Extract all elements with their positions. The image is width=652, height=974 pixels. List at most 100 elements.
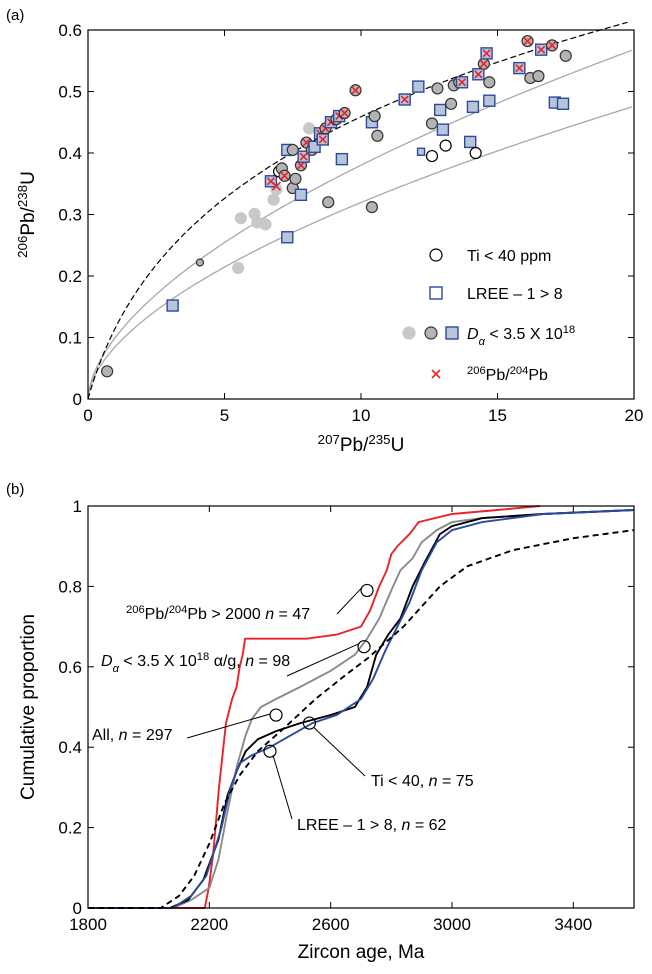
- y-tick-label: 0.8: [58, 577, 82, 596]
- x-tick-label: 2600: [312, 915, 350, 934]
- data-point-cross: [548, 41, 557, 50]
- data-point-cross: [537, 45, 546, 54]
- annotation-marker-circle: [263, 744, 277, 758]
- data-point-square: [483, 94, 496, 107]
- x-axis-label: Zircon age, Ma: [298, 942, 425, 963]
- data-point-gray-circle: [368, 109, 381, 123]
- data-point-gray-circle: [483, 76, 496, 89]
- data-point-square: [166, 299, 179, 312]
- data-point-cross: [515, 64, 524, 73]
- data-point-square: [433, 103, 447, 117]
- panel-label-b: (b): [6, 481, 24, 498]
- annotation-leader-line: [313, 726, 366, 777]
- y-axis-label: 206Pb/238U: [15, 171, 40, 258]
- series-line-gray: [88, 509, 635, 909]
- data-point-gray-circle: [431, 82, 444, 95]
- data-point-square: [556, 97, 570, 111]
- y-tick-label: 0: [73, 899, 82, 918]
- y-tick-label: 0.5: [58, 83, 82, 102]
- y-tick-label: 0.4: [58, 144, 82, 163]
- data-point-cross: [351, 86, 360, 95]
- data-point-square: [466, 100, 480, 114]
- data-point-gray-circle: [322, 196, 335, 209]
- series-line-red: [88, 505, 541, 909]
- x-axis-label: 207Pb/235U: [318, 432, 405, 457]
- annotation-marker-circle: [360, 583, 374, 598]
- y-tick-label: 0.6: [58, 658, 82, 677]
- data-point-gray-circle: [365, 201, 379, 214]
- legend-label-dalpha: Dα < 3.5 X 1018: [467, 324, 575, 348]
- data-point-cross: [400, 95, 409, 104]
- y-axis-label: Cumulative proportion: [18, 614, 39, 800]
- panel-a-chart: 0 5 10 15 20 0 0.1 0.2 0.3 0.4 0.5 0.6 207Pb/235U 206…: [15, 21, 644, 456]
- y-tick-label: 0.2: [58, 819, 82, 838]
- data-point-gray-circle: [425, 117, 439, 130]
- data-point-gray-circle: [532, 70, 545, 83]
- legend-marker-open-circle: [429, 248, 443, 262]
- series-line-blue: [88, 509, 635, 909]
- y-tick-label: 0.4: [58, 738, 82, 757]
- data-point-cross: [479, 59, 488, 68]
- data-point-square: [294, 188, 308, 202]
- data-point-gray-circle: [101, 365, 114, 378]
- legend-label-lree: LREE – 1 > 8: [467, 286, 563, 303]
- annotation-label-red: 206Pb/204Pb > 2000 n = 47: [126, 604, 310, 623]
- data-point-open-circle: [469, 146, 482, 160]
- x-tick-label: 3400: [554, 915, 592, 934]
- envelope-upper-curve: [87, 49, 633, 393]
- data-point-light-circle: [232, 261, 245, 275]
- y-tick-label: 0.1: [58, 329, 82, 348]
- data-point-square: [308, 140, 321, 154]
- data-point-square: [281, 231, 294, 244]
- data-point-cross: [271, 181, 281, 191]
- data-point-cross: [296, 161, 306, 170]
- annotation-leader-line: [186, 713, 271, 739]
- data-point-cross: [280, 171, 289, 180]
- y-tick-label: 0.6: [58, 21, 82, 40]
- annotation-marker-circle: [357, 640, 371, 654]
- data-point-cross: [266, 177, 275, 186]
- y-tick-label: 0.2: [58, 267, 82, 286]
- x-tick-label: 3000: [433, 915, 471, 934]
- data-point-cross: [482, 49, 491, 58]
- data-point-gray-circle: [371, 129, 384, 142]
- data-point-light-circle: [303, 122, 316, 135]
- data-point-gray-circle: [289, 172, 302, 185]
- y-tick-label: 1: [73, 497, 82, 516]
- data-point-square: [412, 80, 425, 93]
- data-point-cross: [523, 37, 532, 46]
- annotation-leader-line: [286, 643, 360, 677]
- x-tick-label: 10: [352, 406, 371, 425]
- envelope-lower-curve: [87, 106, 632, 394]
- x-tick-label: 15: [488, 406, 507, 425]
- legend-label-pb: 206Pb/204Pb: [467, 365, 548, 384]
- data-point-gray-circle: [444, 97, 458, 110]
- data-point-gray-circle: [195, 258, 205, 267]
- annotation-leader-line: [272, 755, 293, 820]
- data-point-gray-circle: [559, 49, 572, 62]
- annotation-label-black: Ti < 40, n = 75: [371, 773, 474, 790]
- plot-area-frame: [87, 29, 635, 400]
- annotation-leader-line: [336, 587, 363, 615]
- data-point-light-circle: [267, 193, 280, 206]
- data-point-open-circle: [439, 139, 452, 152]
- annotation-label-blue: LREE – 1 > 8, n = 62: [297, 817, 447, 834]
- data-point-gray-circle: [286, 143, 299, 157]
- x-tick-label: 5: [220, 406, 229, 425]
- legend-marker-square: [429, 286, 443, 300]
- data-point-square: [436, 123, 450, 136]
- series-line-dashed: [88, 529, 635, 909]
- y-tick-label: 0.3: [58, 206, 82, 225]
- panel-label-a: (a): [6, 7, 24, 24]
- data-point-square: [464, 135, 477, 149]
- data-point-square: [335, 152, 349, 166]
- legend-marker-square: [445, 326, 459, 340]
- legend-label-ti: Ti < 40 ppm: [467, 248, 551, 265]
- annotation-label-dashed: All, n = 297: [92, 727, 173, 744]
- data-point-cross: [318, 135, 327, 144]
- x-tick-label: 20: [625, 406, 644, 425]
- legend-marker-light-circle: [402, 326, 416, 340]
- legend-marker-cross: [431, 369, 441, 379]
- panel-b-chart: 206Pb/204Pb > 2000 n = 47 Dα < 3.5 X 1018…: [18, 497, 635, 963]
